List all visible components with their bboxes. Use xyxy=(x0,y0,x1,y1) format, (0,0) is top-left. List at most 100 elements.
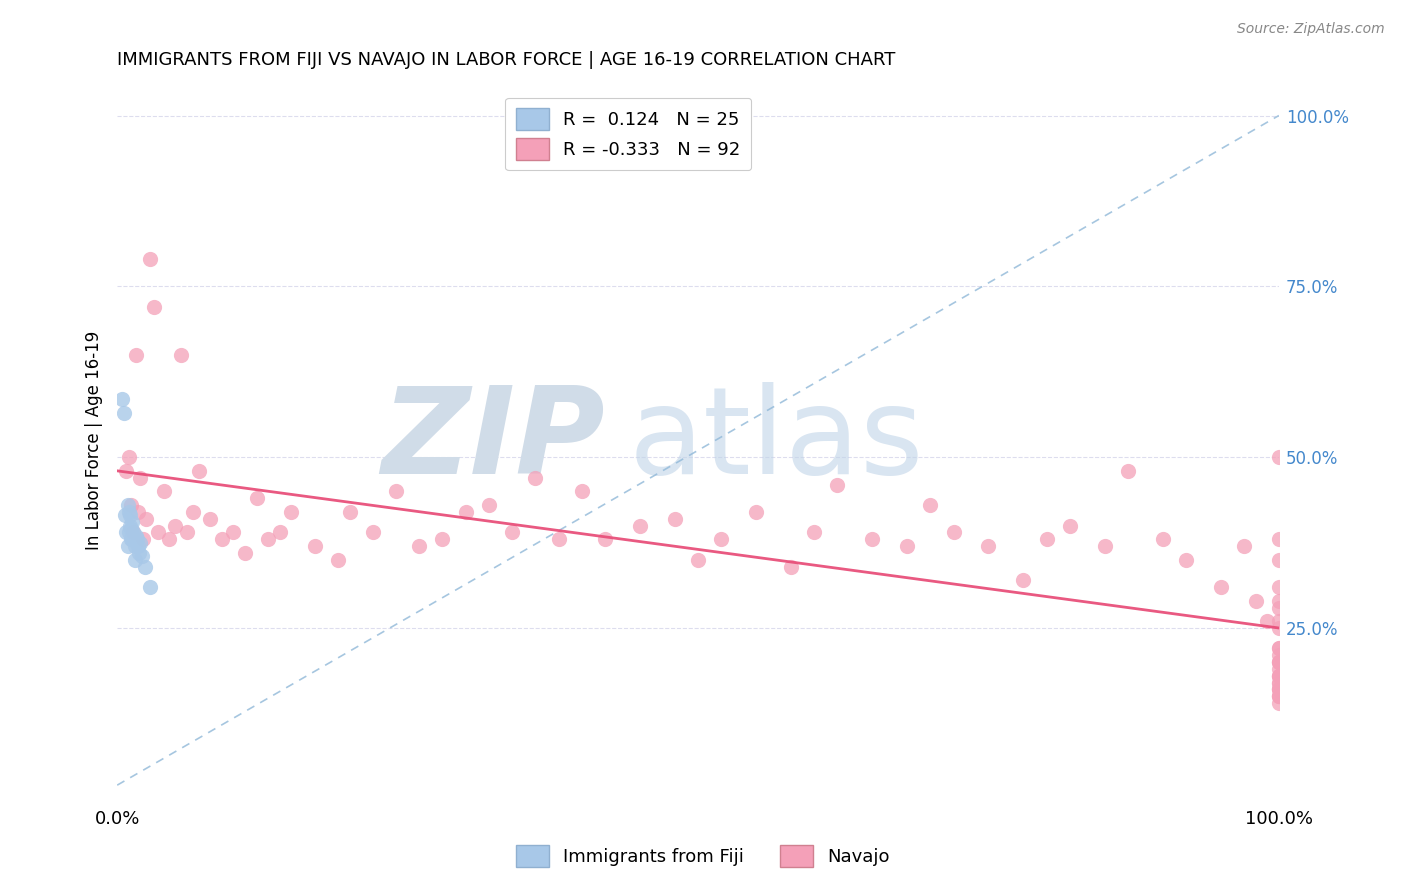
Point xyxy=(170,348,193,362)
Point xyxy=(122,525,145,540)
Point xyxy=(128,546,150,560)
Point xyxy=(977,539,1000,553)
Point xyxy=(803,525,825,540)
Point xyxy=(326,552,349,566)
Point xyxy=(121,532,143,546)
Point xyxy=(1268,641,1291,656)
Point xyxy=(547,532,569,546)
Point xyxy=(115,464,138,478)
Point xyxy=(432,532,454,546)
Point xyxy=(146,525,169,540)
Point xyxy=(1268,696,1291,710)
Point xyxy=(408,539,430,553)
Point xyxy=(1268,662,1291,676)
Point xyxy=(1268,648,1291,663)
Point xyxy=(120,532,142,546)
Point xyxy=(198,511,221,525)
Point xyxy=(385,484,408,499)
Point xyxy=(143,300,166,314)
Point xyxy=(1244,593,1267,607)
Point xyxy=(138,252,160,266)
Point xyxy=(361,525,384,540)
Point xyxy=(1059,518,1081,533)
Point xyxy=(1268,532,1291,546)
Point xyxy=(1268,682,1291,697)
Point xyxy=(1268,690,1291,704)
Point xyxy=(131,549,153,564)
Point xyxy=(1268,552,1291,566)
Point xyxy=(1268,682,1291,697)
Point xyxy=(745,505,768,519)
Point xyxy=(1012,573,1035,587)
Point xyxy=(159,532,181,546)
Point xyxy=(896,539,918,553)
Point xyxy=(222,525,245,540)
Point xyxy=(280,505,302,519)
Point xyxy=(339,505,361,519)
Text: atlas: atlas xyxy=(628,382,924,499)
Point xyxy=(942,525,965,540)
Point xyxy=(127,505,149,519)
Point xyxy=(664,511,686,525)
Point xyxy=(1256,614,1278,628)
Point xyxy=(478,498,501,512)
Y-axis label: In Labor Force | Age 16-19: In Labor Force | Age 16-19 xyxy=(86,330,103,549)
Point xyxy=(269,525,291,540)
Point xyxy=(127,539,149,553)
Point xyxy=(571,484,593,499)
Point xyxy=(1268,690,1291,704)
Point xyxy=(860,532,883,546)
Point xyxy=(117,539,139,553)
Point xyxy=(780,559,803,574)
Point xyxy=(827,477,849,491)
Point xyxy=(181,505,204,519)
Point xyxy=(132,532,155,546)
Point xyxy=(125,532,148,546)
Point xyxy=(233,546,256,560)
Point xyxy=(628,518,651,533)
Point xyxy=(135,511,157,525)
Point xyxy=(1116,464,1139,478)
Point xyxy=(1268,690,1291,704)
Point xyxy=(118,518,141,533)
Point xyxy=(114,508,136,523)
Point xyxy=(121,515,143,529)
Point xyxy=(524,471,547,485)
Point xyxy=(304,539,326,553)
Point xyxy=(115,525,138,540)
Point xyxy=(1268,682,1291,697)
Point xyxy=(134,559,156,574)
Point xyxy=(1268,675,1291,690)
Point xyxy=(1268,641,1291,656)
Point xyxy=(124,552,146,566)
Point xyxy=(129,471,152,485)
Point xyxy=(710,532,733,546)
Text: Source: ZipAtlas.com: Source: ZipAtlas.com xyxy=(1237,22,1385,37)
Point xyxy=(1094,539,1116,553)
Point xyxy=(593,532,616,546)
Point xyxy=(1233,539,1256,553)
Point xyxy=(1268,669,1291,683)
Point xyxy=(122,525,145,540)
Point xyxy=(129,535,152,549)
Point xyxy=(124,539,146,553)
Point xyxy=(138,580,160,594)
Point xyxy=(686,552,709,566)
Point xyxy=(118,450,141,465)
Point xyxy=(1268,655,1291,669)
Text: IMMIGRANTS FROM FIJI VS NAVAJO IN LABOR FORCE | AGE 16-19 CORRELATION CHART: IMMIGRANTS FROM FIJI VS NAVAJO IN LABOR … xyxy=(117,51,896,69)
Point xyxy=(1268,655,1291,669)
Point xyxy=(1268,621,1291,635)
Point xyxy=(118,505,141,519)
Point xyxy=(112,406,135,420)
Point xyxy=(245,491,267,505)
Point xyxy=(1268,669,1291,683)
Point xyxy=(1268,655,1291,669)
Point xyxy=(1152,532,1174,546)
Legend: R =  0.124   N = 25, R = -0.333   N = 92: R = 0.124 N = 25, R = -0.333 N = 92 xyxy=(505,97,751,170)
Point xyxy=(920,498,942,512)
Point xyxy=(1268,593,1291,607)
Point xyxy=(125,348,148,362)
Point xyxy=(1268,600,1291,615)
Point xyxy=(118,525,141,540)
